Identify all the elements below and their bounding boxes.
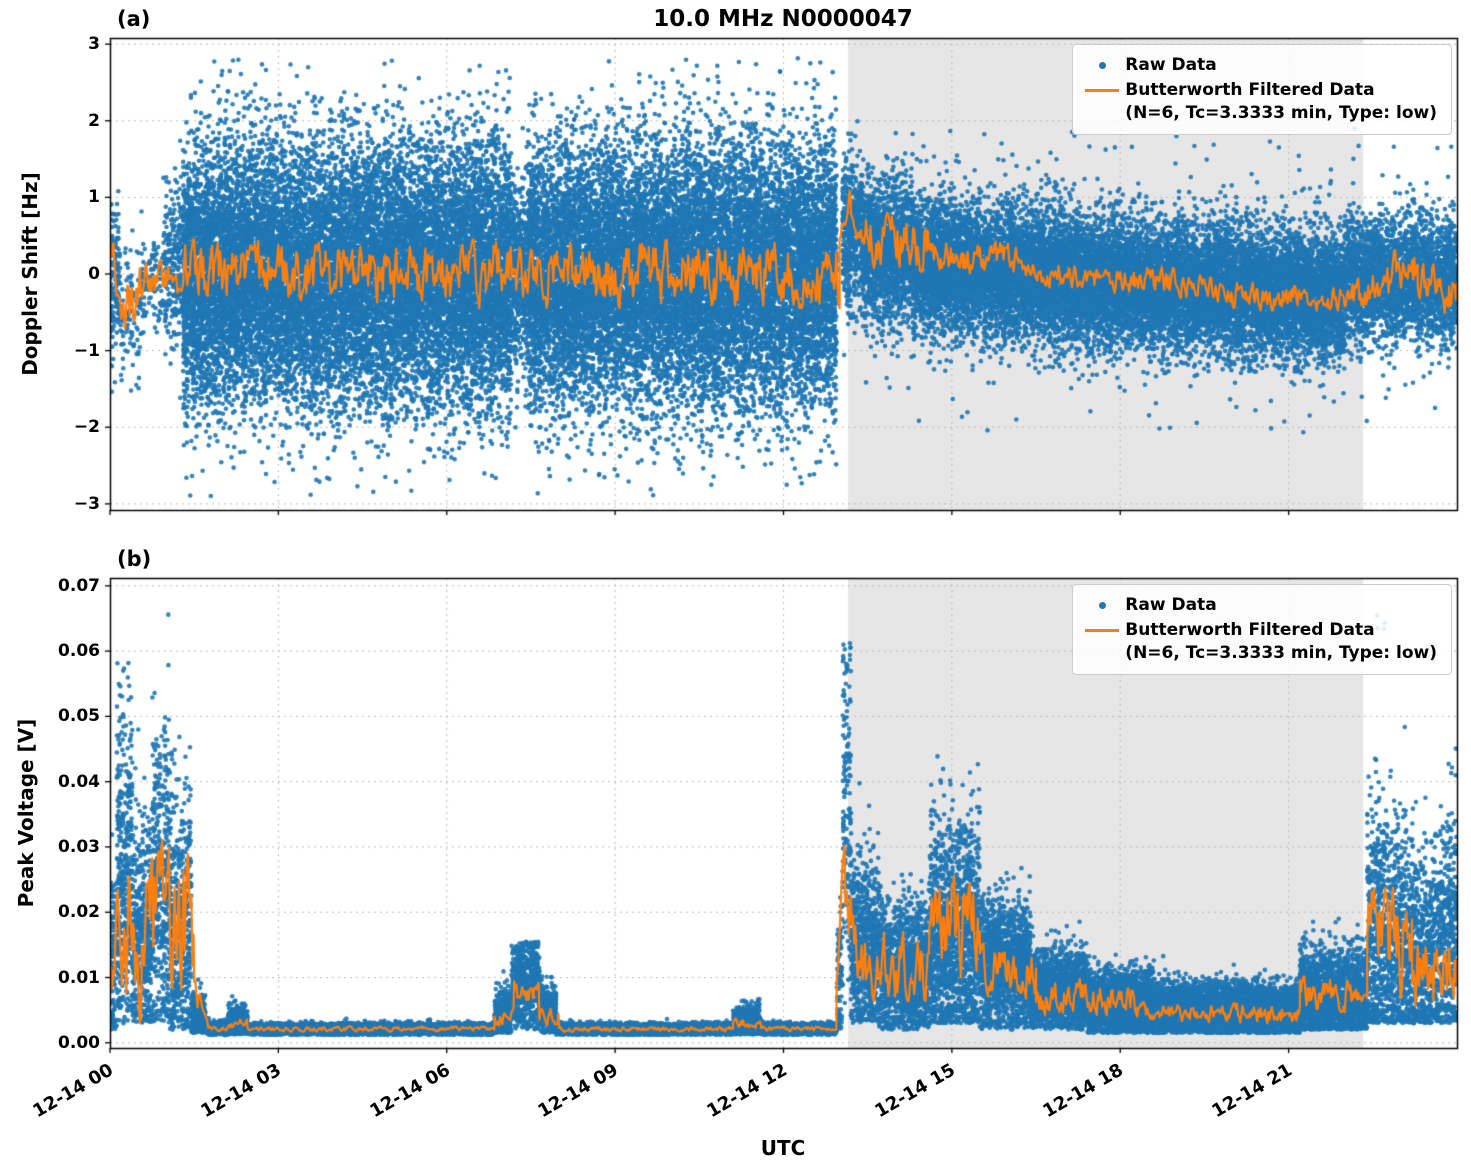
legend-filtered-sub-label: (N=6, Tc=3.3333 min, Type: low) (1125, 103, 1437, 123)
legend-raw-label: Raw Data (1125, 55, 1217, 75)
legend-filtered-sub-label: (N=6, Tc=3.3333 min, Type: low) (1125, 643, 1437, 663)
panel-tag-b: (b) (117, 547, 152, 571)
y-tick-label: 0.00 (58, 1032, 100, 1053)
y-tick-label: 2 (88, 110, 100, 131)
y-tick-label: −3 (73, 493, 100, 514)
y-tick-label: 3 (88, 34, 100, 55)
filtered-line-marker-icon (1085, 629, 1120, 632)
y-tick-label: 0.06 (58, 641, 100, 662)
filtered-line-marker-icon (1085, 89, 1120, 92)
y-tick-label: 0.05 (58, 706, 100, 727)
chart-title: 10.0 MHz N0000047 (653, 6, 913, 32)
y-tick-label: −2 (73, 417, 100, 438)
y-tick-label: 0.02 (58, 902, 100, 923)
y-tick-label: 0.01 (58, 967, 100, 988)
legend-entry-filtered: Butterworth Filtered Data (N=6, Tc=3.333… (1079, 79, 1437, 125)
y-tick-label: 0.04 (58, 771, 100, 792)
y-tick-label: 0.03 (58, 836, 100, 857)
panel-tag-a: (a) (117, 7, 151, 31)
raw-data-marker-icon (1098, 62, 1106, 69)
legend-panel-a: Raw Data Butterworth Filtered Data (N=6,… (1072, 44, 1452, 135)
raw-data-marker-icon (1098, 602, 1106, 609)
y-tick-label: −1 (73, 340, 100, 361)
y-tick-label: 1 (88, 187, 100, 208)
legend-filtered-label: Butterworth Filtered Data (1125, 620, 1375, 640)
legend-entry-filtered: Butterworth Filtered Data (N=6, Tc=3.333… (1079, 619, 1437, 665)
legend-raw-label: Raw Data (1125, 595, 1217, 615)
y-tick-label: 0.07 (58, 575, 100, 596)
legend-filtered-label: Butterworth Filtered Data (1125, 80, 1375, 100)
y-tick-label: 0 (88, 264, 100, 284)
legend-entry-raw: Raw Data (1079, 594, 1437, 617)
y-axis-label-voltage: Peak Voltage [V] (14, 718, 38, 908)
legend-panel-b: Raw Data Butterworth Filtered Data (N=6,… (1072, 584, 1452, 675)
x-axis-label: UTC (760, 1136, 806, 1160)
legend-entry-raw: Raw Data (1079, 54, 1437, 77)
